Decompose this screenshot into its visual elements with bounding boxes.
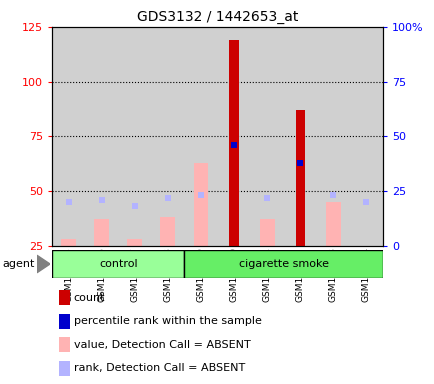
Title: GDS3132 / 1442653_at: GDS3132 / 1442653_at <box>137 10 297 25</box>
Bar <box>59 314 70 329</box>
Bar <box>217 27 250 246</box>
Bar <box>151 27 184 246</box>
Bar <box>349 27 382 246</box>
Text: count: count <box>73 293 105 303</box>
Bar <box>184 250 382 278</box>
Bar <box>61 239 76 246</box>
Bar <box>193 162 208 246</box>
Text: value, Detection Call = ABSENT: value, Detection Call = ABSENT <box>73 340 250 350</box>
Polygon shape <box>37 255 50 273</box>
Bar <box>52 250 184 278</box>
Bar <box>118 27 151 246</box>
Bar <box>127 239 142 246</box>
Bar <box>94 220 109 246</box>
Bar <box>184 27 217 246</box>
Bar <box>59 290 70 305</box>
Text: percentile rank within the sample: percentile rank within the sample <box>73 316 261 326</box>
Bar <box>325 202 340 246</box>
Text: cigarette smoke: cigarette smoke <box>238 259 328 269</box>
Bar <box>358 246 373 248</box>
Bar <box>283 27 316 246</box>
Bar <box>295 110 304 246</box>
Text: rank, Detection Call = ABSENT: rank, Detection Call = ABSENT <box>73 363 244 373</box>
Bar <box>229 40 238 246</box>
Bar <box>59 338 70 353</box>
Bar <box>59 361 70 376</box>
Text: agent: agent <box>2 259 34 269</box>
Bar <box>259 220 274 246</box>
Bar <box>160 217 175 246</box>
Bar <box>250 27 283 246</box>
Bar <box>316 27 349 246</box>
Bar <box>85 27 118 246</box>
Text: control: control <box>99 259 137 269</box>
Bar <box>52 27 85 246</box>
